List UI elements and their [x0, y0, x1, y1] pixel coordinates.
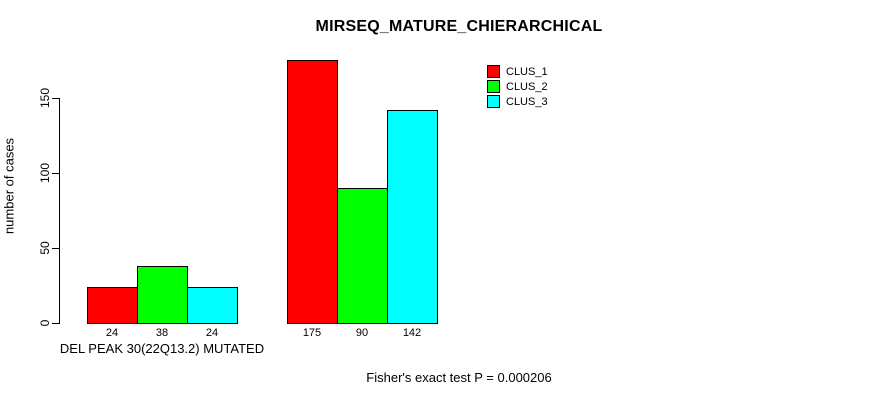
y-axis-title: number of cases [1, 137, 17, 235]
bar-value-label: 24 [205, 327, 219, 339]
bar-clus_1-group1 [87, 287, 138, 324]
legend-item-clus_3: CLUS_3 [487, 94, 548, 109]
bar-clus_2-group1 [137, 266, 188, 324]
legend: CLUS_1 CLUS_2 CLUS_3 [487, 64, 548, 109]
y-tick-mark [52, 173, 60, 174]
legend-label: CLUS_2 [506, 80, 548, 93]
y-tick-mark [52, 248, 60, 249]
y-tick-label: 100 [38, 162, 52, 184]
y-tick-label: 150 [38, 87, 52, 109]
x-group-label: DEL PEAK 30(22Q13.2) MUTATED [59, 341, 265, 356]
legend-swatch-clus_2 [487, 80, 500, 93]
bar-clus_3-group2 [387, 110, 438, 324]
bar-value-label: 24 [105, 327, 119, 339]
bar-value-label: 38 [155, 327, 169, 339]
legend-swatch-clus_1 [487, 65, 500, 78]
bar-value-label: 142 [402, 327, 422, 339]
bar-clus_1-group2 [287, 60, 338, 324]
legend-label: CLUS_3 [506, 95, 548, 108]
y-tick-label: 0 [38, 319, 52, 327]
fisher-test-annotation: Fisher's exact test P = 0.000206 [366, 370, 552, 385]
legend-swatch-clus_3 [487, 95, 500, 108]
legend-item-clus_2: CLUS_2 [487, 79, 548, 94]
legend-label: CLUS_1 [506, 65, 548, 78]
bar-value-label: 175 [302, 327, 322, 339]
y-axis-line [59, 98, 60, 324]
bar-clus_2-group2 [337, 188, 388, 324]
chart-title: MIRSEQ_MATURE_CHIERARCHICAL [315, 18, 603, 35]
y-tick-mark [52, 323, 60, 324]
bar-value-label: 90 [355, 327, 369, 339]
y-tick-mark [52, 98, 60, 99]
bar-clus_3-group1 [187, 287, 238, 324]
legend-item-clus_1: CLUS_1 [487, 64, 548, 79]
y-tick-label: 50 [38, 241, 52, 255]
